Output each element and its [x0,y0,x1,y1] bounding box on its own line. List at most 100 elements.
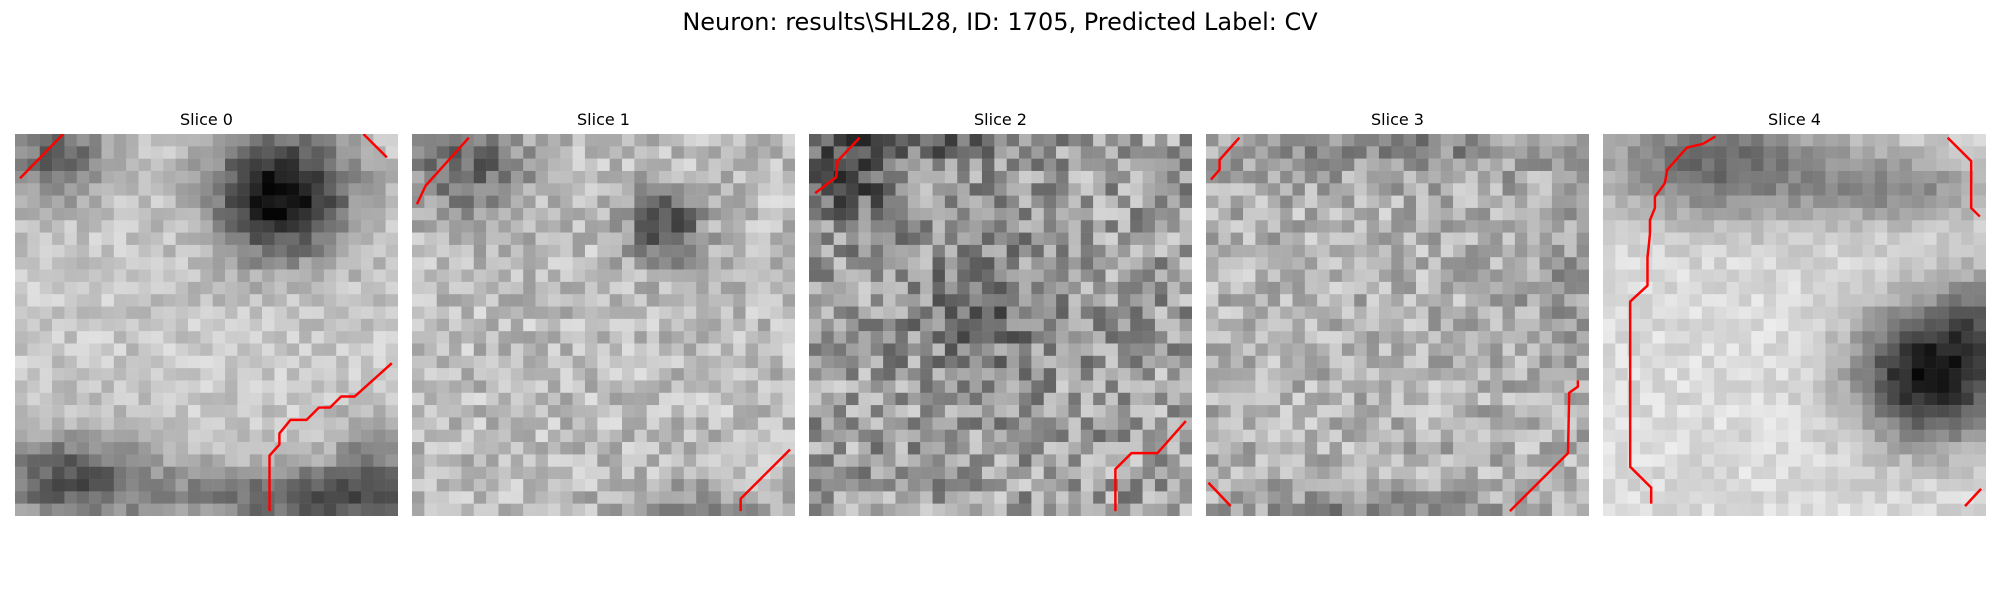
pixel [720,491,734,504]
pixel [720,294,734,307]
pixel [584,220,598,233]
pixel [932,257,946,270]
pixel [634,244,647,258]
pixel [757,380,771,394]
pixel [237,331,250,344]
pixel [510,207,524,221]
pixel [1105,294,1119,307]
pixel [1477,257,1491,270]
pixel [1068,405,1082,418]
pixel [1142,343,1156,357]
pixel [64,134,78,147]
pixel [770,405,783,418]
pixel [1403,281,1417,295]
pixel [1825,429,1838,443]
pixel [733,195,746,209]
pixel [770,269,783,283]
pixel [1551,146,1565,159]
pixel [609,343,623,357]
pixel [1603,454,1616,467]
pixel [1080,170,1094,184]
pixel [683,195,697,209]
pixel [932,355,946,369]
pixel [1726,479,1740,492]
pixel [733,466,746,480]
pixel [1615,244,1628,258]
pixel [299,269,312,283]
pixel [373,442,386,455]
pixel [498,294,512,307]
pixel [126,429,139,443]
pixel [299,355,312,369]
pixel [1130,158,1143,172]
pixel [486,281,499,295]
pixel [932,466,946,480]
pixel [1527,220,1540,233]
pixel [994,466,1007,480]
pixel [932,146,946,159]
pixel [1825,269,1838,283]
pixel [1627,170,1641,184]
pixel [1366,146,1380,159]
pixel [809,170,822,184]
pixel [1490,183,1503,196]
pixel [225,220,238,233]
pixel [833,306,847,320]
slice-image [1603,134,1986,516]
pixel [27,479,40,492]
pixel [981,244,995,258]
pixel [870,368,884,381]
pixel [1874,429,1888,443]
pixel [1043,220,1057,233]
pixel [1068,429,1082,443]
pixel [1527,281,1540,295]
pixel [1453,392,1466,406]
pixel [237,417,250,430]
pixel [597,368,610,381]
pixel [385,269,398,283]
pixel [870,479,884,492]
pixel [1031,343,1044,357]
pixel [1652,491,1666,504]
pixel [770,257,783,270]
pixel [646,158,660,172]
pixel [957,257,970,270]
pixel [1230,503,1244,516]
pixel [733,417,746,430]
pixel [323,392,337,406]
pixel [696,195,709,209]
pixel [920,146,933,159]
pixel [1453,380,1466,394]
pixel [646,380,660,394]
pixel [175,232,189,246]
pixel [659,331,672,344]
pixel [1603,331,1616,344]
pixel [1514,392,1528,406]
pixel [412,429,425,443]
pixel [1874,158,1888,172]
pixel [957,392,970,406]
pixel [870,429,884,443]
pixel [1341,343,1355,357]
pixel [1329,146,1343,159]
pixel [163,183,176,196]
pixel [1837,306,1851,320]
pixel [1551,318,1565,332]
pixel [1551,183,1565,196]
pixel [757,146,771,159]
pixel [1714,195,1727,209]
pixel [1105,257,1119,270]
pixel [920,257,933,270]
pixel [424,429,437,443]
pixel [27,454,40,467]
pixel [1068,195,1082,209]
pixel [981,368,995,381]
pixel [708,479,722,492]
pixel [1080,134,1094,147]
slice-image [809,134,1192,516]
pixel [1936,503,1950,516]
pixel [1973,417,1986,430]
pixel [138,405,152,418]
pixel [1514,503,1528,516]
pixel [1117,146,1131,159]
